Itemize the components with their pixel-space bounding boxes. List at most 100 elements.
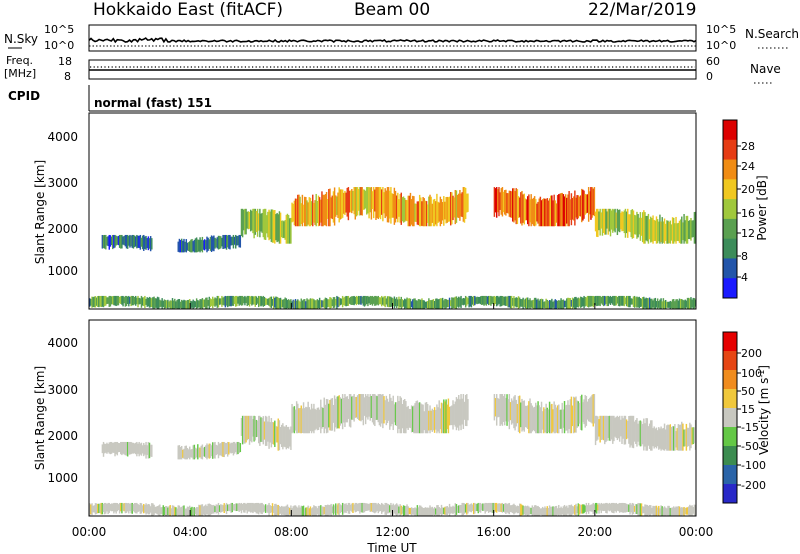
echo-cell (451, 297, 453, 309)
echo-cell (523, 299, 526, 307)
echo-cell (382, 394, 384, 429)
echo-cell (313, 202, 315, 223)
echo-cell (255, 210, 258, 233)
echo-cell (321, 300, 323, 308)
echo-cell (343, 297, 345, 306)
echo-cell (131, 295, 133, 306)
echo-cell (317, 505, 320, 516)
echo-cell (321, 506, 323, 516)
echo-cell (600, 212, 603, 229)
echo-cell (172, 300, 175, 309)
echo-cell (348, 190, 351, 213)
echo-cell (147, 236, 150, 251)
echo-cell (469, 295, 471, 307)
echo-cell (598, 502, 600, 514)
echo-cell (225, 502, 228, 515)
echo-cell (338, 187, 340, 223)
echo-cell (314, 200, 316, 225)
echo-cell (676, 223, 678, 241)
power-ytick: 4000 (47, 130, 78, 144)
echo-cell (249, 296, 252, 305)
echo-cell (606, 295, 608, 307)
echo-cell (208, 443, 211, 459)
echo-cell (238, 295, 240, 306)
echo-cell (237, 441, 239, 455)
echo-cell (576, 506, 578, 513)
echo-cell (553, 401, 555, 434)
echo-cell (529, 199, 531, 223)
echo-cell (399, 299, 401, 307)
echo-cell (141, 297, 144, 306)
echo-cell (117, 442, 120, 453)
echo-cell (122, 295, 124, 307)
echo-cell (643, 418, 645, 451)
echo-cell (400, 397, 402, 434)
echo-cell (436, 404, 438, 434)
echo-cell (572, 298, 575, 308)
echo-cell (485, 295, 488, 306)
echo-cell (298, 194, 300, 227)
echo-cell (538, 405, 540, 434)
echo-cell (648, 297, 651, 309)
echo-cell (504, 296, 506, 306)
echo-cell (448, 196, 451, 222)
echo-cell (568, 404, 570, 430)
echo-cell (145, 441, 147, 459)
echo-cell (635, 419, 637, 444)
echo-cell (279, 506, 282, 514)
echo-cell (149, 444, 152, 457)
echo-cell (339, 189, 342, 220)
echo-cell (583, 295, 585, 309)
echo-cell (394, 402, 397, 426)
echo-cell (164, 506, 167, 516)
echo-cell (490, 502, 492, 513)
echo-cell (604, 208, 606, 235)
echo-cell (144, 295, 146, 309)
echo-cell (366, 395, 368, 418)
echo-cell (627, 504, 629, 512)
echo-cell (413, 298, 415, 309)
echo-cell (676, 428, 678, 451)
echo-cell (628, 214, 630, 232)
echo-cell (307, 401, 309, 434)
echo-cell (449, 506, 452, 514)
cpid-label: CPID (8, 89, 40, 103)
echo-cell (638, 503, 640, 516)
echo-cell (420, 299, 422, 309)
echo-cell (361, 296, 363, 304)
echo-cell (505, 296, 507, 306)
echo-cell (589, 191, 591, 215)
echo-cell (644, 212, 646, 244)
echo-cell (228, 442, 230, 455)
echo-cell (362, 394, 365, 426)
echo-cell (193, 300, 196, 308)
echo-cell (375, 502, 377, 513)
echo-cell (358, 189, 360, 211)
echo-cell (384, 400, 386, 421)
echo-cell (652, 215, 654, 244)
echo-cell (360, 295, 362, 305)
echo-cell (471, 504, 474, 511)
echo-cell (575, 396, 577, 433)
echo-cell (566, 404, 568, 431)
echo-cell (194, 508, 197, 515)
echo-cell (130, 295, 132, 307)
echo-cell (370, 503, 373, 512)
echo-cell (415, 508, 417, 515)
echo-cell (244, 415, 246, 444)
echo-cell (412, 406, 414, 432)
colorbar-frame (722, 331, 738, 504)
echo-cell (259, 415, 261, 446)
echo-cell (599, 415, 601, 443)
echo-cell (682, 299, 684, 309)
echo-cell (369, 187, 371, 213)
echo-cell (394, 298, 397, 307)
echo-cell (395, 503, 398, 516)
echo-cell (644, 298, 646, 308)
echo-cell (255, 296, 258, 305)
echo-cell (687, 297, 690, 309)
echo-cell (322, 194, 324, 227)
echo-cell (670, 507, 673, 516)
echo-cell (128, 295, 130, 307)
echo-cell (260, 502, 262, 514)
